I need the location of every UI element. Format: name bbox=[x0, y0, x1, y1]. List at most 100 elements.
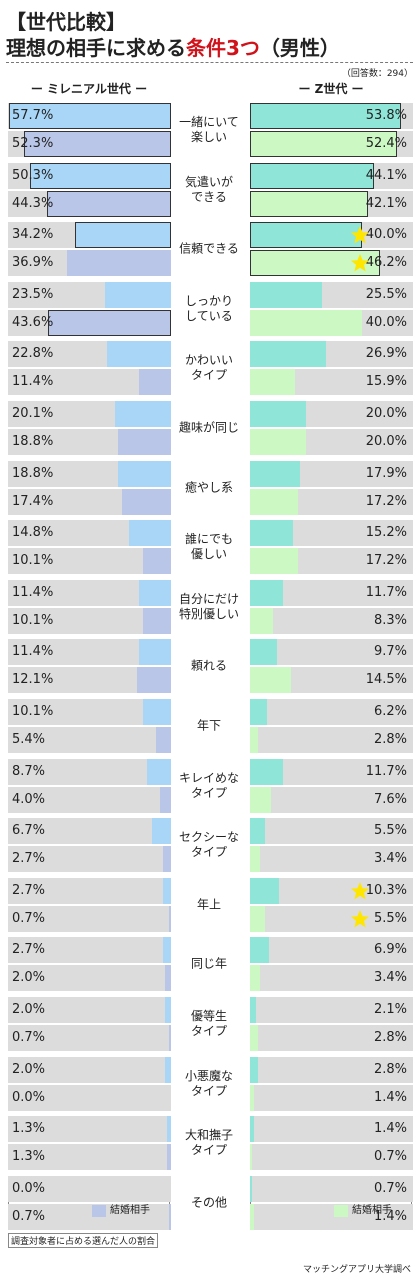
bar-track bbox=[250, 607, 413, 634]
bar-track bbox=[250, 965, 413, 992]
value-label: 40.0% bbox=[365, 227, 407, 243]
value-label: 0.7% bbox=[373, 1180, 407, 1196]
bar-track bbox=[250, 1084, 413, 1111]
bar bbox=[250, 190, 369, 217]
value-label: 11.4% bbox=[12, 584, 54, 600]
bar-track bbox=[8, 1144, 171, 1171]
bar bbox=[138, 579, 171, 606]
value-label: 0.0% bbox=[12, 1089, 46, 1105]
value-label: 7.6% bbox=[373, 791, 407, 807]
value-label: 2.8% bbox=[373, 732, 407, 747]
category-label: キレイめな タイプ bbox=[178, 770, 239, 800]
bar-track bbox=[8, 818, 171, 845]
bar bbox=[250, 548, 299, 575]
bar bbox=[142, 548, 171, 575]
bar bbox=[250, 727, 258, 753]
bar bbox=[29, 162, 171, 189]
source: マッチングアプリ大学調べ bbox=[302, 1265, 411, 1275]
bar-track bbox=[250, 1175, 413, 1202]
bar bbox=[250, 281, 322, 308]
value-label: 0.7% bbox=[12, 1030, 46, 1045]
bar-track bbox=[8, 1084, 171, 1111]
bar-track bbox=[8, 846, 171, 873]
bar bbox=[146, 758, 171, 785]
star bbox=[351, 226, 369, 244]
bar bbox=[250, 699, 268, 725]
bar bbox=[169, 905, 171, 932]
bar bbox=[136, 667, 171, 694]
value-label: 36.9% bbox=[12, 255, 54, 271]
bar bbox=[250, 937, 270, 964]
value-label: 5.4% bbox=[12, 732, 46, 747]
value-label: 15.9% bbox=[365, 374, 407, 390]
value-label: 15.2% bbox=[365, 525, 407, 541]
bar bbox=[167, 1144, 171, 1171]
value-label: 26.9% bbox=[365, 346, 407, 362]
bar bbox=[250, 1144, 252, 1171]
bar bbox=[250, 1175, 252, 1202]
value-label: 4.0% bbox=[12, 791, 46, 807]
title-line1: 【世代比較】 bbox=[6, 10, 126, 34]
title-highlight: 条件3つ bbox=[186, 36, 260, 60]
category-label: かわいい タイプ bbox=[184, 353, 233, 383]
value-label: 22.8% bbox=[12, 346, 54, 362]
bar bbox=[167, 1116, 171, 1143]
category-label: 趣味が同じ bbox=[178, 420, 239, 435]
star bbox=[351, 909, 369, 928]
value-label: 9.7% bbox=[373, 644, 407, 660]
value-label: 10.3% bbox=[365, 882, 407, 898]
value-label: 25.5% bbox=[365, 286, 407, 302]
bar-track bbox=[8, 965, 171, 992]
bar bbox=[250, 579, 283, 606]
bar bbox=[152, 818, 171, 845]
bar-track bbox=[8, 905, 171, 932]
bar bbox=[122, 488, 171, 515]
title-text: （男性） bbox=[259, 36, 340, 60]
bar bbox=[169, 1203, 171, 1230]
value-label: 2.0% bbox=[12, 1002, 46, 1017]
category-label: 小悪魔な タイプ bbox=[184, 1068, 233, 1098]
bar bbox=[250, 786, 272, 813]
bar-track bbox=[8, 727, 171, 753]
bar bbox=[138, 369, 171, 396]
value-label: 2.1% bbox=[373, 1002, 407, 1017]
bar-track bbox=[8, 786, 171, 813]
value-label: 3.4% bbox=[373, 970, 407, 986]
bar bbox=[250, 905, 266, 932]
value-label: 5.5% bbox=[373, 823, 407, 839]
bar-track bbox=[8, 1056, 171, 1083]
value-label: 2.8% bbox=[373, 1061, 407, 1077]
bar bbox=[67, 250, 171, 277]
legend-swatch bbox=[334, 1205, 348, 1217]
bar bbox=[106, 341, 171, 368]
bar bbox=[250, 607, 274, 634]
bar bbox=[250, 429, 307, 455]
bar bbox=[142, 699, 171, 725]
bar bbox=[114, 401, 171, 427]
bar bbox=[250, 1025, 258, 1051]
title-line2: 理想の相手に求める条件3つ（男性） bbox=[6, 32, 340, 61]
legend-swatch bbox=[92, 1205, 106, 1217]
category-label: 信頼できる bbox=[179, 241, 239, 256]
bar-track bbox=[250, 818, 413, 845]
bar bbox=[155, 727, 171, 753]
bar bbox=[104, 281, 171, 308]
value-label: 17.2% bbox=[365, 553, 407, 569]
bar-track bbox=[250, 1203, 413, 1230]
bar-track bbox=[250, 699, 413, 725]
bar bbox=[138, 639, 171, 666]
value-label: 2.0% bbox=[12, 1061, 46, 1077]
value-label: 2.8% bbox=[373, 1030, 407, 1045]
value-label: 1.4% bbox=[373, 1208, 407, 1224]
value-label: 10.1% bbox=[12, 704, 54, 719]
bar bbox=[129, 520, 171, 547]
bar bbox=[250, 488, 299, 515]
value-label: 1.4% bbox=[373, 1089, 407, 1105]
bar-track bbox=[8, 1025, 171, 1051]
star bbox=[351, 254, 369, 272]
value-label: 20.0% bbox=[365, 434, 407, 449]
bar-track bbox=[250, 1116, 413, 1143]
value-label: 52.3% bbox=[12, 136, 54, 151]
value-label: 50.3% bbox=[12, 167, 54, 183]
